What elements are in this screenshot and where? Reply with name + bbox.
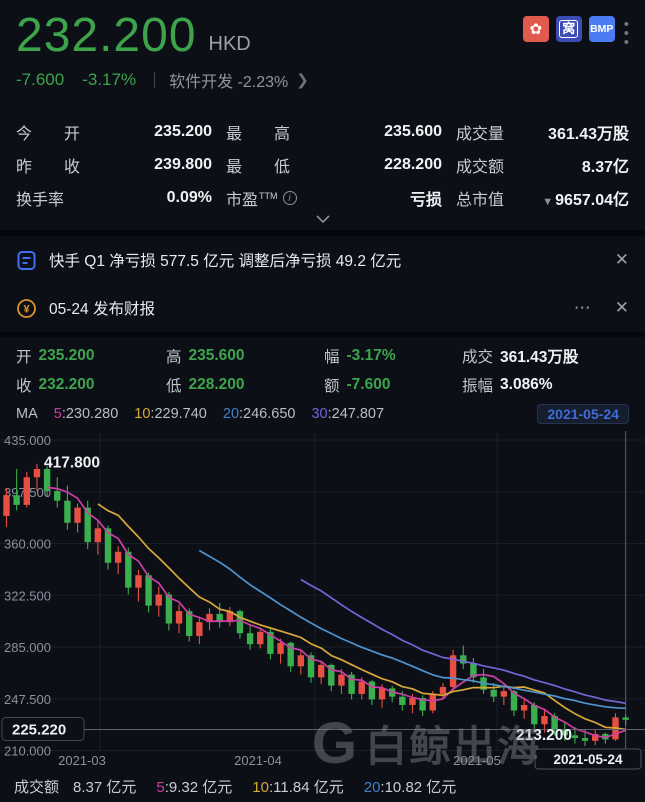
- ohlc-open: 开 235.200: [16, 347, 95, 366]
- ohlc-close: 收 232.200: [16, 376, 95, 395]
- news-text: 快手 Q1 净亏损 577.5 亿元 调整后净亏损 49.2 亿元: [49, 253, 402, 270]
- divider: [154, 72, 156, 88]
- svg-text:360.000: 360.000: [4, 537, 51, 552]
- section-divider: [0, 230, 645, 236]
- turnover-current: 8.37 亿元: [73, 778, 137, 796]
- ma5-value: 5:230.280: [53, 406, 119, 422]
- ma10-value: 10:229.740: [134, 406, 207, 422]
- ohlc-amplitude: 振幅 3.086%: [462, 376, 553, 395]
- stat-volume: 成交量 361.43万股: [456, 126, 629, 143]
- sector-link[interactable]: 软件开发 -2.23%: [169, 74, 289, 91]
- chart-ohlc-header: 开 235.200 高 235.600 幅 -3.17% 成交 361.43万股 收 23…: [0, 337, 645, 425]
- ohlc-range-pct: 幅 -3.17%: [324, 347, 396, 366]
- stat-high: 最高 235.600: [226, 123, 442, 143]
- triangle-down-icon: ▼: [542, 196, 554, 208]
- turnover-ma5: 5:9.32 亿元: [156, 778, 233, 796]
- wo-badge: 窝: [555, 16, 582, 42]
- stat-turnover: 成交额 8.37亿: [456, 159, 629, 176]
- quote-header: 232.200 HKD ✿ 窝 BMP • • • -7.600 -3.17% 软件…: [0, 0, 645, 112]
- more-options-icon[interactable]: • • •: [623, 16, 629, 51]
- svg-text:2021-03: 2021-03: [58, 753, 106, 768]
- ma30-value: 30:247.807: [311, 406, 385, 422]
- turnover-ma10: 10:11.84 亿元: [252, 778, 344, 796]
- bmp-badge: BMP: [588, 16, 615, 42]
- news-item-earnings[interactable]: 快手 Q1 净亏损 577.5 亿元 调整后净亏损 49.2 亿元 ✕: [0, 236, 645, 284]
- section-divider: [0, 332, 645, 337]
- bauhinia-flower-icon: ✿: [529, 21, 543, 38]
- svg-text:417.800: 417.800: [44, 455, 100, 472]
- ma20-value: 20:246.650: [222, 406, 296, 422]
- turnover-footer: 成交额 8.37 亿元 5:9.32 亿元 10:11.84 亿元 20:10.…: [0, 770, 645, 802]
- ma-legend: MA 5:230.280 10:229.740 20:246.650 30:24…: [16, 404, 629, 424]
- svg-text:2021-04: 2021-04: [234, 753, 282, 768]
- stat-low: 最低 228.200: [226, 156, 442, 176]
- ohlc-high: 高 235.600: [166, 347, 245, 366]
- svg-text:435.000: 435.000: [4, 433, 51, 448]
- selected-date-badge: 2021-05-24: [537, 404, 629, 424]
- ohlc-volume: 成交 361.43万股: [462, 349, 579, 366]
- more-icon[interactable]: ⋯: [573, 298, 591, 317]
- turnover-label: 成交额: [14, 778, 60, 796]
- news-doc-icon: [16, 250, 37, 271]
- info-icon[interactable]: i: [282, 191, 297, 205]
- svg-text:213.200: 213.200: [516, 727, 572, 744]
- ohlc-change-amt: 额 -7.600: [324, 376, 391, 395]
- calendar-yen-icon: ¥: [16, 298, 37, 319]
- stat-turnover-rate: 换手率 0.09%: [16, 189, 212, 209]
- svg-text:225.220: 225.220: [12, 721, 66, 738]
- stats-panel: 今开 235.200 最高 235.600 成交量 361.43万股 昨收 23…: [0, 112, 645, 230]
- stat-prev-close: 昨收 239.800: [16, 156, 212, 176]
- current-price: 232.200: [16, 9, 197, 62]
- svg-text:247.500: 247.500: [4, 692, 51, 707]
- currency-label: HKD: [208, 33, 251, 55]
- stat-market-cap: 总市值 ▼ 9657.04亿: [456, 192, 629, 209]
- hk-flag-badge: ✿: [522, 16, 549, 42]
- svg-text:¥: ¥: [23, 303, 30, 315]
- ohlc-low: 低 228.200: [166, 376, 245, 395]
- news-item-report-date[interactable]: ¥ 05-24 发布财报 ⋯ ✕: [0, 284, 645, 332]
- expand-chevron-icon[interactable]: [315, 210, 330, 228]
- stat-pe-ttm: 市盈TTM i 亏损: [226, 190, 442, 209]
- svg-text:322.500: 322.500: [4, 588, 51, 603]
- svg-text:285.000: 285.000: [4, 640, 51, 655]
- news-text: 05-24 发布财报: [49, 301, 155, 318]
- candlestick-chart[interactable]: 435.000397.500360.000322.500285.000247.5…: [0, 425, 645, 772]
- svg-text:210.000: 210.000: [4, 744, 51, 759]
- svg-text:2021-05-24: 2021-05-24: [553, 752, 623, 767]
- price-change: -7.600: [16, 70, 65, 89]
- news-panel: 快手 Q1 净亏损 577.5 亿元 调整后净亏损 49.2 亿元 ✕ ¥ 05…: [0, 236, 645, 332]
- close-icon[interactable]: ✕: [614, 250, 629, 269]
- turnover-ma20: 20:10.82 亿元: [363, 778, 457, 796]
- price-change-pct: -3.17%: [82, 70, 137, 89]
- chart-canvas[interactable]: 435.000397.500360.000322.500285.000247.5…: [0, 425, 645, 770]
- stat-today-open: 今开 235.200: [16, 123, 212, 143]
- svg-text:2021-05: 2021-05: [453, 753, 501, 768]
- chevron-right-icon[interactable]: ❯: [296, 72, 309, 89]
- close-icon[interactable]: ✕: [614, 298, 629, 317]
